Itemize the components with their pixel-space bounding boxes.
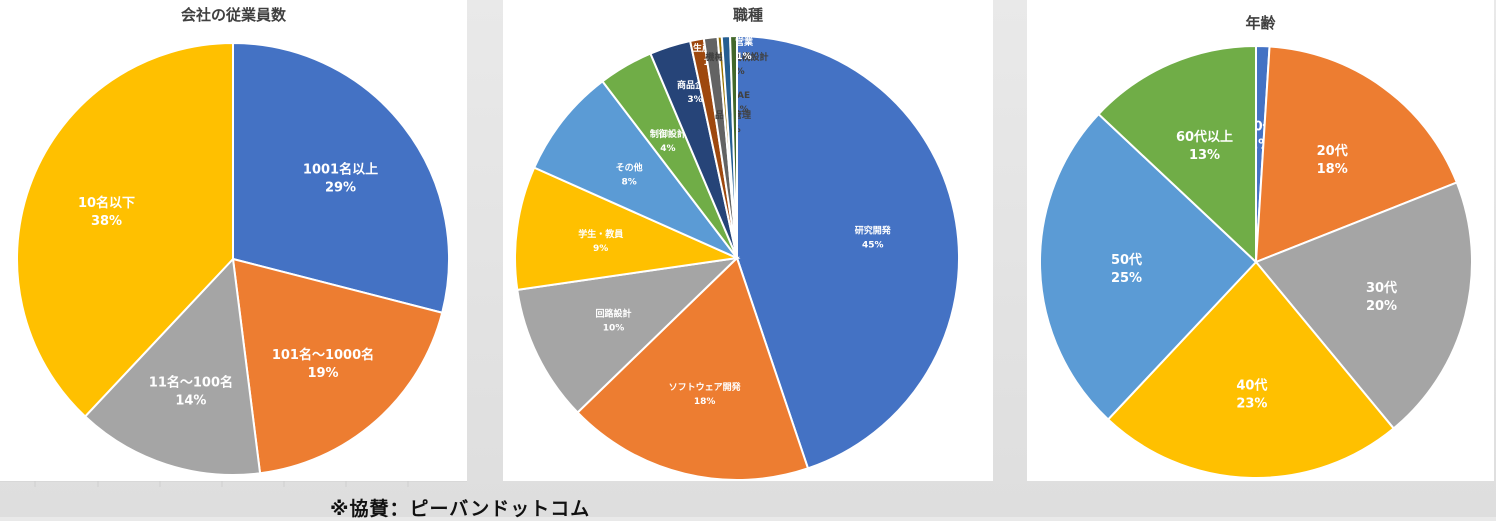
pie-slice [1097,44,1257,265]
pie-chart-employees: 1001名以上 29% 101名〜1000名 19% 11名〜100名 14% 10名以下 3… [16,41,450,476]
slice-label: 1001名以上 [303,162,378,178]
pie-slice [83,256,262,476]
slice-label: 営業 [735,36,754,48]
slice-percent-label: 18% [694,397,716,407]
slice-percent-label: 4% [660,144,675,154]
chart-title: 職種 [732,6,763,24]
slice-label: 60代以上 [1176,129,1233,145]
pie-slice [1106,260,1396,479]
slice-percent-label: 29% [325,181,356,196]
pie-slice [514,166,741,291]
slice-label: 学生・教員 [578,228,623,240]
pie-slice [1254,45,1459,264]
sponsor-note: ※協賛：ピーバンドットコム [330,498,591,520]
slice-label: その他 [616,162,643,174]
chart-panel-age: 年齢 10代 1% 20代 18% 30代 20% 40代 23% 50代 25% 60代以上 13% [1027,0,1494,481]
slice-label: 制御設計 [650,128,686,140]
pie-slice [736,34,960,470]
slice-percent-label: 23% [1236,397,1267,412]
slice-label: 101名〜1000名 [272,347,374,363]
pie-slice [16,41,234,418]
slice-percent-label: 9% [593,244,608,254]
slice-percent-label: 1% [733,105,748,115]
axis-ticks [0,481,467,487]
pie-slice [1254,181,1473,430]
slice-percent-label: 25% [1111,271,1142,286]
pie-slice [1039,112,1258,421]
slice-percent-label: 10% [603,324,625,334]
slice-percent-label: 19% [307,366,338,381]
chart-title: 会社の従業員数 [180,6,286,24]
slice-label: 40代 [1236,378,1267,394]
slice-percent-label: 3% [687,95,702,105]
slice-percent-label: 8% [621,178,636,188]
slice-percent-label: 45% [862,241,884,251]
slice-percent-label: 1% [736,52,751,62]
slice-label: 回路設計 [595,308,631,320]
slice-percent-label: 38% [91,214,122,229]
slice-label: 研究開発 [855,225,892,237]
pie-slice [231,257,444,475]
slice-label: 10名以下 [78,195,135,211]
slice-label: 11名〜100名 [149,374,233,390]
slice-percent-label: 14% [175,393,206,408]
chart-title: 年齢 [1245,14,1276,32]
slice-label: 20代 [1317,143,1348,159]
slice-label: 50代 [1111,252,1142,268]
slice-percent-label: 18% [1317,162,1348,177]
pie-slice [729,34,738,259]
pie-slice [532,79,738,259]
slice-percent-label: 20% [1366,299,1397,314]
slice-label: FAE [732,91,750,101]
pie-slice [232,41,450,314]
slice-label: 30代 [1366,280,1397,296]
pie-slice [576,256,810,481]
slice-label: ソフトウェア開発 [669,381,742,393]
pie-chart-occupation: 研究開発 45% ソフトウェア開発 18% 回路設計 10% 学生・教員 9% その他 8% 制御設… [514,34,960,481]
slice-percent-label: 13% [1189,148,1220,163]
chart-panel-occupation: 職種 研究開発 45% ソフトウェア開発 18% 回路設計 10% 学生・教員 9% その他 8%… [503,0,993,481]
pie-slice [516,256,740,414]
chart-panel-employees: 会社の従業員数 1001名以上 29% 101名〜1000名 19% 11名〜100名 1… [0,0,467,481]
